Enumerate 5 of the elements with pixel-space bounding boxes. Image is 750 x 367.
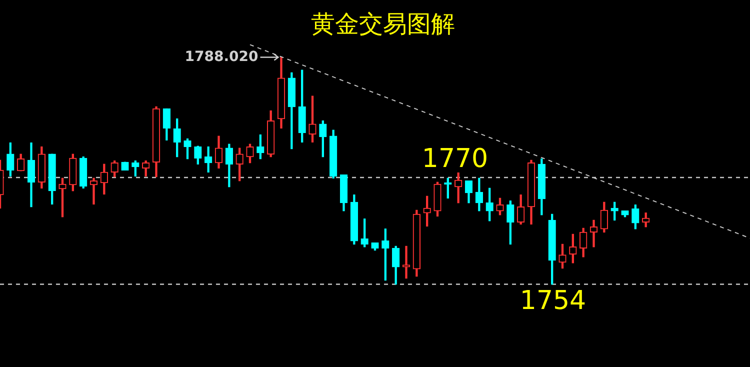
ref-line-label: 1754 — [520, 286, 586, 316]
ref-line-label: 1770 — [422, 144, 488, 174]
text: 黄金交易图解 — [311, 10, 455, 38]
annotation: 1788.020 — [184, 48, 258, 65]
candlestick — [90, 178, 98, 205]
